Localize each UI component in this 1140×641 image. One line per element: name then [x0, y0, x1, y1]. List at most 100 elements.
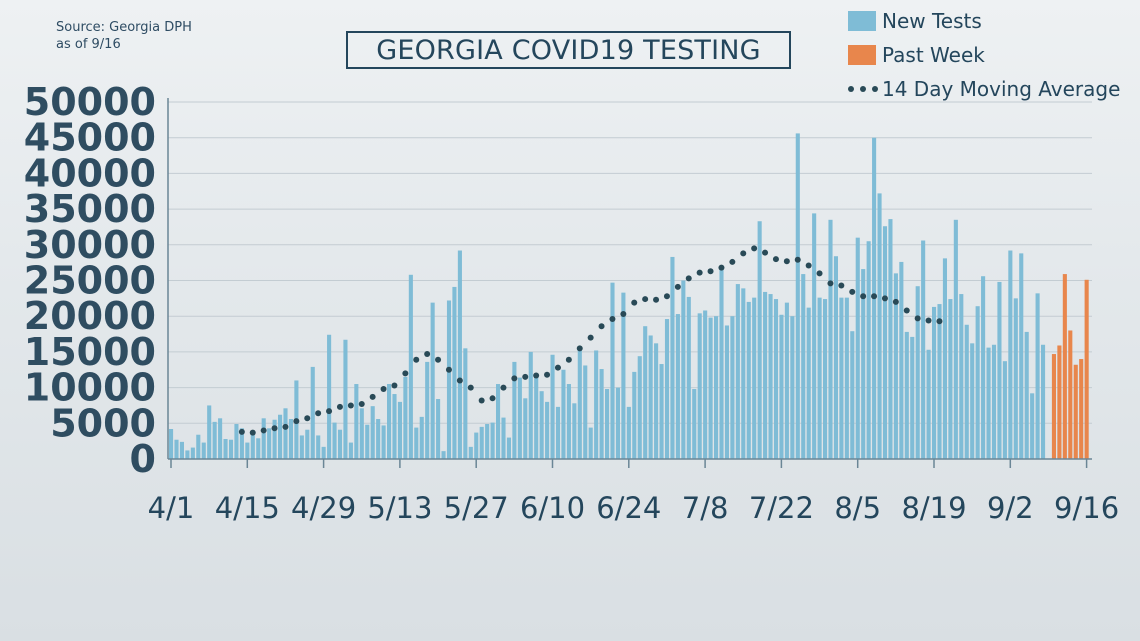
bar-new-tests — [599, 369, 604, 459]
bar-new-tests — [790, 316, 795, 459]
moving-average-point — [740, 250, 747, 257]
bar-new-tests — [245, 442, 250, 459]
bar-new-tests — [937, 304, 942, 459]
bar-new-tests — [550, 354, 555, 459]
y-tick-label: 25000 — [24, 259, 156, 303]
bar-new-tests — [817, 297, 822, 459]
bar-new-tests — [288, 419, 293, 459]
legend-label-moving-average: 14 Day Moving Average — [882, 77, 1121, 101]
moving-average-point — [326, 408, 333, 415]
moving-average-point — [369, 393, 376, 400]
bar-new-tests — [479, 426, 484, 459]
bar-new-tests — [1013, 298, 1018, 459]
moving-average-point — [881, 295, 888, 302]
legend-swatch-moving-average — [848, 79, 878, 99]
bar-new-tests — [714, 316, 719, 459]
moving-average-point — [925, 317, 932, 324]
bar-new-tests — [457, 250, 462, 459]
bar-new-tests — [218, 418, 223, 459]
bar-new-tests — [795, 133, 800, 459]
bar-new-tests — [190, 447, 195, 459]
bar-new-tests — [376, 419, 381, 459]
bar-new-tests — [555, 406, 561, 459]
bar-new-tests — [741, 288, 746, 459]
bar-new-tests — [986, 347, 991, 459]
bar-new-tests — [490, 422, 495, 459]
bar-new-tests — [686, 296, 691, 459]
moving-average-point — [402, 370, 409, 377]
bar-new-tests — [910, 336, 915, 459]
bar-new-tests — [882, 226, 888, 459]
moving-average-point — [293, 418, 300, 425]
bar-new-tests — [272, 419, 277, 459]
y-tick-label: 5000 — [50, 401, 156, 445]
bar-new-tests — [991, 344, 997, 459]
moving-average-point — [478, 397, 485, 404]
x-tick-label: 5/13 — [367, 491, 432, 525]
bar-new-tests — [763, 291, 768, 459]
bar-new-tests — [185, 450, 190, 459]
bar-new-tests — [169, 429, 174, 459]
moving-average-point — [347, 402, 354, 409]
moving-average-point — [860, 293, 867, 300]
bar-new-tests — [474, 432, 479, 459]
bar-new-tests — [239, 428, 244, 459]
x-tick-label: 9/2 — [987, 491, 1034, 525]
bar-past-week — [1084, 279, 1089, 459]
bar-new-tests — [730, 316, 735, 459]
bar-new-tests — [899, 261, 904, 459]
bar-new-tests — [664, 319, 670, 459]
bar-new-tests — [425, 361, 430, 459]
bar-new-tests — [926, 349, 931, 459]
bar-new-tests — [752, 297, 757, 459]
moving-average-point — [544, 371, 551, 378]
bar-new-tests — [997, 281, 1002, 459]
moving-average-point — [489, 395, 496, 402]
bar-new-tests — [234, 424, 239, 459]
bar-new-tests — [708, 317, 713, 459]
as-of-line: as of 9/16 — [56, 37, 121, 52]
moving-average-point — [467, 384, 474, 391]
moving-average-point — [674, 283, 681, 290]
bar-new-tests — [921, 240, 926, 459]
x-tick-label: 4/1 — [148, 491, 195, 525]
bar-new-tests — [981, 276, 986, 459]
chart-title: GEORGIA COVID19 TESTING — [346, 31, 791, 69]
y-tick-label: 10000 — [24, 366, 156, 410]
bar-new-tests — [877, 193, 882, 459]
bar-past-week — [1057, 345, 1062, 459]
bar-new-tests — [436, 399, 441, 459]
legend: New Tests Past Week 14 Day Moving Averag… — [848, 4, 1120, 106]
bar-new-tests — [321, 446, 326, 459]
bar-new-tests — [228, 439, 234, 459]
moving-average-point — [315, 410, 322, 417]
moving-average-point — [772, 256, 779, 263]
bar-new-tests — [915, 286, 920, 459]
bar-new-tests — [359, 408, 364, 459]
moving-average-point — [892, 298, 899, 305]
moving-average-point — [598, 323, 605, 330]
bar-new-tests — [496, 384, 501, 459]
bar-new-tests — [773, 299, 779, 459]
bar-new-tests — [1030, 393, 1035, 459]
moving-average-point — [554, 364, 561, 371]
bar-new-tests — [948, 299, 953, 459]
moving-average-point — [445, 366, 452, 373]
bar-new-tests — [1041, 344, 1046, 459]
bar-new-tests — [512, 361, 517, 459]
bar-new-tests — [179, 441, 184, 459]
bar-new-tests — [577, 346, 582, 459]
moving-average-point — [631, 299, 638, 306]
x-tick-label: 7/8 — [682, 491, 729, 525]
bar-new-tests — [1019, 253, 1024, 459]
bar-new-tests — [463, 348, 468, 459]
moving-average-point — [249, 429, 256, 436]
bar-new-tests — [970, 343, 975, 459]
bar-new-tests — [397, 401, 402, 459]
moving-average-point — [838, 282, 845, 289]
bar-past-week — [1051, 354, 1056, 459]
bar-new-tests — [588, 427, 593, 459]
bar-new-tests — [942, 258, 947, 459]
moving-average-point — [271, 425, 278, 432]
bar-new-tests — [327, 334, 332, 459]
